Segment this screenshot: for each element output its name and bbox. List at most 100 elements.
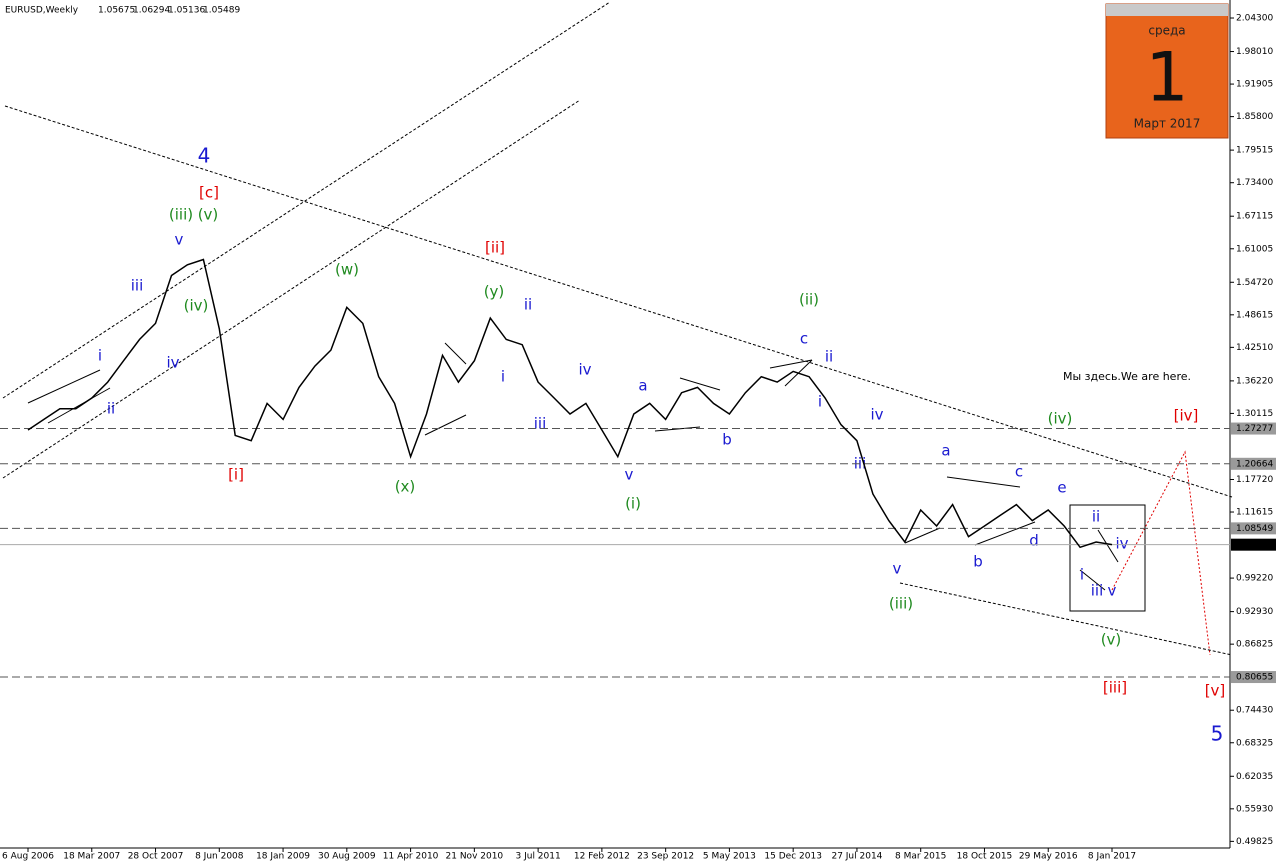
symbol-title: EURUSD,Weekly [5,6,79,16]
wave-label: iv [870,406,883,424]
x-tick-label: 3 Jul 2011 [516,852,561,862]
x-tick-label: 8 Jun 2008 [195,852,244,862]
wave-label: iii [131,277,144,295]
y-tick-label: 1.91905 [1236,80,1273,90]
wave-label: ii [825,348,833,366]
x-tick-label: 18 Oct 2015 [957,852,1013,862]
wave-label: d [1029,532,1039,550]
current-price-box [1231,538,1276,551]
y-tick-label: 0.55930 [1236,804,1273,814]
wave-label: (ii) [799,291,819,309]
wave-label: [c] [199,184,219,202]
wave-label: 4 [198,144,211,168]
wave-label: (y) [484,283,505,301]
x-tick-label: 30 Aug 2009 [318,852,376,862]
wave-label: (v) [1101,631,1122,649]
y-tick-label: 0.68325 [1236,738,1273,748]
wave-label: (iii) [889,595,913,613]
wave-label: i [818,393,822,411]
x-tick-label: 6 Aug 2006 [2,852,54,862]
wave-label: (i) [625,495,641,513]
ohlc-high: 1.06294 [133,6,170,16]
level-label: 1.27277 [1236,424,1273,434]
trend-lines [2,1,1233,656]
y-tick-label: 1.48615 [1236,310,1273,320]
calendar: среда 1 Март 2017 [1105,3,1229,139]
wave-label: (iv) [184,297,209,315]
y-tick-label: 1.30115 [1236,409,1273,419]
level-label: 0.80655 [1236,673,1273,683]
y-tick-label: 1.67115 [1236,212,1273,222]
wave-label: v [1108,582,1117,600]
level-label: 1.08549 [1236,524,1273,534]
wave-label: (v) [198,206,219,224]
wave-label: 5 [1211,722,1224,746]
x-tick-label: 21 Nov 2010 [446,852,504,862]
current-price-label: 1.05489 [1236,540,1273,550]
y-tick-label: 0.92930 [1236,607,1273,617]
y-tick-label: 0.62035 [1236,772,1273,782]
wave-label: (iv) [1048,410,1073,428]
wave-label: v [175,231,184,249]
x-tick-label: 8 Jan 2017 [1088,852,1136,862]
level-label: 1.20664 [1236,459,1273,469]
calendar-month: Март 2017 [1134,117,1201,131]
ohlc-open: 1.05675 [98,6,135,16]
wave-label: [iii] [1103,679,1127,697]
wave-label: [i] [228,466,244,484]
x-tick-label: 11 Apr 2010 [383,852,439,862]
ohlc-close: 1.05489 [203,6,240,16]
x-tick-label: 23 Sep 2012 [637,852,694,862]
level-box [1231,671,1276,684]
wave-label: i [1080,566,1084,584]
y-tick-label: 0.49825 [1236,837,1273,847]
x-tick-label: 12 Feb 2012 [574,852,630,862]
wave-label: (x) [395,478,416,496]
wave-label: (iii) [169,206,193,224]
wave-label: iv [1115,535,1128,553]
y-tick-label: 0.99220 [1236,574,1273,584]
wave-label: [iv] [1174,407,1199,425]
price-line [27,258,1113,549]
wave-labels: 4 i ii iii iv v ii i iii iv v a b c ii i… [98,144,1225,746]
x-tick-label: 29 May 2016 [1019,852,1078,862]
level-box [1231,422,1276,435]
x-tick-label: 15 Dec 2013 [764,852,822,862]
y-tick-label: 1.73400 [1236,178,1273,188]
wave-label: i [501,368,505,386]
wave-label: i [98,347,102,365]
y-tick-label: 2.04300 [1236,14,1273,24]
y-tick-label: 1.42510 [1236,343,1273,353]
y-tick-label: 1.85800 [1236,112,1273,122]
x-tick-label: 27 Jul 2014 [831,852,882,862]
x-tick-label: 28 Oct 2007 [128,852,184,862]
x-tick-label: 18 Jan 2009 [256,852,310,862]
wave-label: iii [1091,582,1104,600]
wave-label: (w) [335,261,359,279]
wave-label: c [1015,463,1023,481]
y-tick-label: 1.61005 [1236,244,1273,254]
wave-label: e [1057,479,1066,497]
wave-label: iii [534,415,547,433]
y-tick-label: 1.79515 [1236,146,1273,156]
wave-label: iv [578,361,591,379]
wave-label: b [973,553,983,571]
wave-label: iv [166,354,179,372]
wave-label: b [722,431,732,449]
ohlc-low: 1.05136 [168,6,205,16]
wave-label: c [800,330,808,348]
wave-label: [v] [1205,682,1226,700]
y-tick-label: 1.98010 [1236,47,1273,57]
y-tick-label: 0.86825 [1236,640,1273,650]
wave-label: a [941,442,950,460]
y-tick-label: 1.54720 [1236,278,1273,288]
wave-label: v [893,560,902,578]
wave-label: v [625,466,634,484]
x-tick-label: 8 Mar 2015 [895,852,946,862]
y-tick-label: 1.36220 [1236,376,1273,386]
wave-label: a [638,377,647,395]
y-tick-label: 1.17720 [1236,475,1273,485]
level-box [1231,522,1276,535]
